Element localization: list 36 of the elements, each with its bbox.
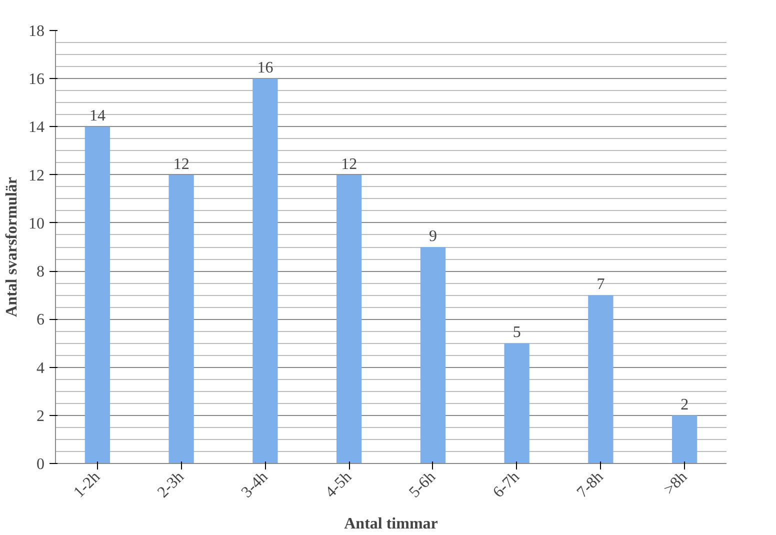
y-tick-label: 4 — [36, 360, 44, 377]
data-label: 7 — [596, 276, 605, 294]
x-axis-title: Antal timmar — [344, 515, 438, 532]
y-tick-label: 0 — [36, 456, 44, 473]
y-tick-label: 2 — [36, 408, 44, 425]
bar — [588, 295, 614, 464]
data-label: 5 — [512, 324, 521, 342]
x-tick-label: 4-5h — [322, 468, 356, 502]
y-tick-label: 14 — [28, 119, 44, 136]
data-label: 12 — [173, 156, 190, 173]
y-tick-label: 10 — [28, 215, 44, 232]
data-label: 12 — [341, 156, 358, 173]
data-label: 9 — [428, 228, 437, 245]
x-tick-label: 5-6h — [406, 468, 439, 502]
y-tick-label: 8 — [36, 264, 44, 281]
y-tick-label: 16 — [28, 71, 44, 88]
bar — [252, 78, 278, 464]
data-label: 14 — [89, 108, 106, 125]
bar — [504, 343, 530, 464]
data-label: 16 — [257, 60, 274, 77]
y-axis-title: Antal svarsformulär — [4, 177, 20, 317]
bar — [672, 415, 698, 464]
y-tick-label: 6 — [36, 312, 44, 329]
x-tick-label: 6-7h — [490, 468, 523, 502]
x-tick-label: 1-2h — [70, 468, 104, 502]
x-tick-label: >8h — [660, 468, 691, 498]
bar — [420, 247, 446, 464]
x-tick-label: 2-3h — [154, 468, 188, 502]
y-tick-label: 18 — [28, 23, 44, 40]
x-tick-label: 3-4h — [238, 468, 272, 502]
data-label: 2 — [680, 396, 689, 414]
x-tick-label: 7-8h — [574, 468, 607, 502]
y-tick-label: 12 — [28, 167, 44, 184]
bar — [336, 174, 362, 464]
bar — [168, 174, 194, 464]
bar — [84, 126, 110, 464]
